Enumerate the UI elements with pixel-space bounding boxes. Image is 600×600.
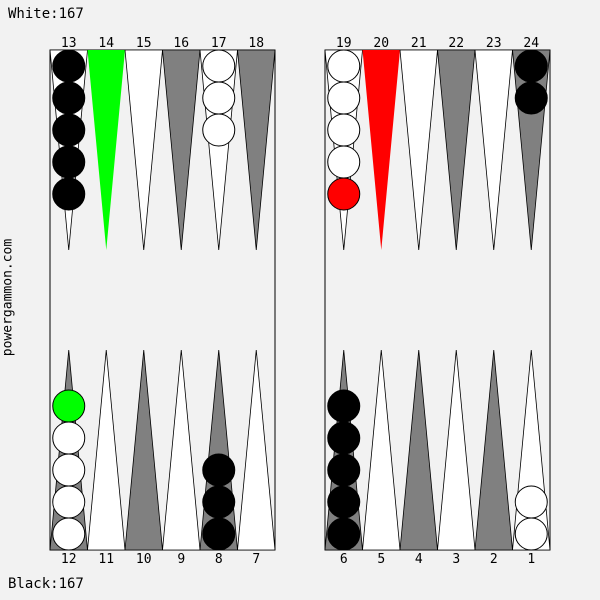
black-checker[interactable]: [514, 49, 548, 83]
white-checker[interactable]: [52, 485, 86, 519]
point-11[interactable]: [87, 349, 126, 551]
point-number-4: 4: [415, 552, 423, 567]
highlight-red-checker[interactable]: [327, 177, 361, 211]
point-number-7: 7: [252, 552, 260, 567]
black-checker[interactable]: [327, 517, 361, 551]
white-checker[interactable]: [514, 517, 548, 551]
point-number-10: 10: [136, 552, 152, 567]
point-number-5: 5: [377, 552, 385, 567]
black-checker[interactable]: [202, 453, 236, 487]
white-checker[interactable]: [327, 81, 361, 115]
black-checker[interactable]: [52, 113, 86, 147]
point-number-22: 22: [448, 36, 464, 51]
point-16[interactable]: [162, 49, 201, 251]
point-number-9: 9: [177, 552, 185, 567]
white-checker[interactable]: [52, 453, 86, 487]
point-2[interactable]: [474, 349, 513, 551]
black-checker[interactable]: [52, 145, 86, 179]
white-checker[interactable]: [327, 49, 361, 83]
point-number-13: 13: [61, 36, 77, 51]
black-checker[interactable]: [52, 177, 86, 211]
point-20[interactable]: [362, 50, 401, 250]
point-number-14: 14: [98, 36, 114, 51]
point-10[interactable]: [124, 349, 163, 551]
point-number-24: 24: [523, 36, 539, 51]
point-9[interactable]: [162, 349, 201, 551]
black-checker[interactable]: [52, 81, 86, 115]
white-checker[interactable]: [514, 485, 548, 519]
point-18[interactable]: [237, 49, 276, 251]
white-score: White:167: [8, 6, 84, 22]
white-checker[interactable]: [202, 49, 236, 83]
white-checker[interactable]: [52, 421, 86, 455]
point-number-16: 16: [173, 36, 189, 51]
black-checker[interactable]: [514, 81, 548, 115]
highlight-green-checker[interactable]: [52, 389, 86, 423]
point-3[interactable]: [437, 349, 476, 551]
black-checker[interactable]: [202, 485, 236, 519]
point-15[interactable]: [124, 49, 163, 251]
black-score: Black:167: [8, 576, 84, 592]
point-14[interactable]: [87, 50, 126, 250]
point-number-6: 6: [340, 552, 348, 567]
point-number-15: 15: [136, 36, 152, 51]
black-checker[interactable]: [327, 453, 361, 487]
point-number-19: 19: [336, 36, 352, 51]
point-number-12: 12: [61, 552, 77, 567]
point-23[interactable]: [474, 49, 513, 251]
point-number-8: 8: [215, 552, 223, 567]
point-number-23: 23: [486, 36, 502, 51]
point-number-20: 20: [373, 36, 389, 51]
point-4[interactable]: [399, 349, 438, 551]
point-5[interactable]: [362, 349, 401, 551]
white-checker[interactable]: [202, 81, 236, 115]
black-checker[interactable]: [327, 485, 361, 519]
point-number-18: 18: [248, 36, 264, 51]
point-number-1: 1: [527, 552, 535, 567]
black-checker[interactable]: [52, 49, 86, 83]
point-21[interactable]: [399, 49, 438, 251]
black-checker[interactable]: [327, 389, 361, 423]
point-7[interactable]: [237, 349, 276, 551]
black-checker[interactable]: [327, 421, 361, 455]
point-number-3: 3: [452, 552, 460, 567]
point-number-11: 11: [98, 552, 114, 567]
black-checker[interactable]: [202, 517, 236, 551]
point-number-21: 21: [411, 36, 427, 51]
white-checker[interactable]: [52, 517, 86, 551]
point-number-2: 2: [490, 552, 498, 567]
point-22[interactable]: [437, 49, 476, 251]
point-number-17: 17: [211, 36, 227, 51]
white-checker[interactable]: [327, 145, 361, 179]
white-checker[interactable]: [202, 113, 236, 147]
white-checker[interactable]: [327, 113, 361, 147]
